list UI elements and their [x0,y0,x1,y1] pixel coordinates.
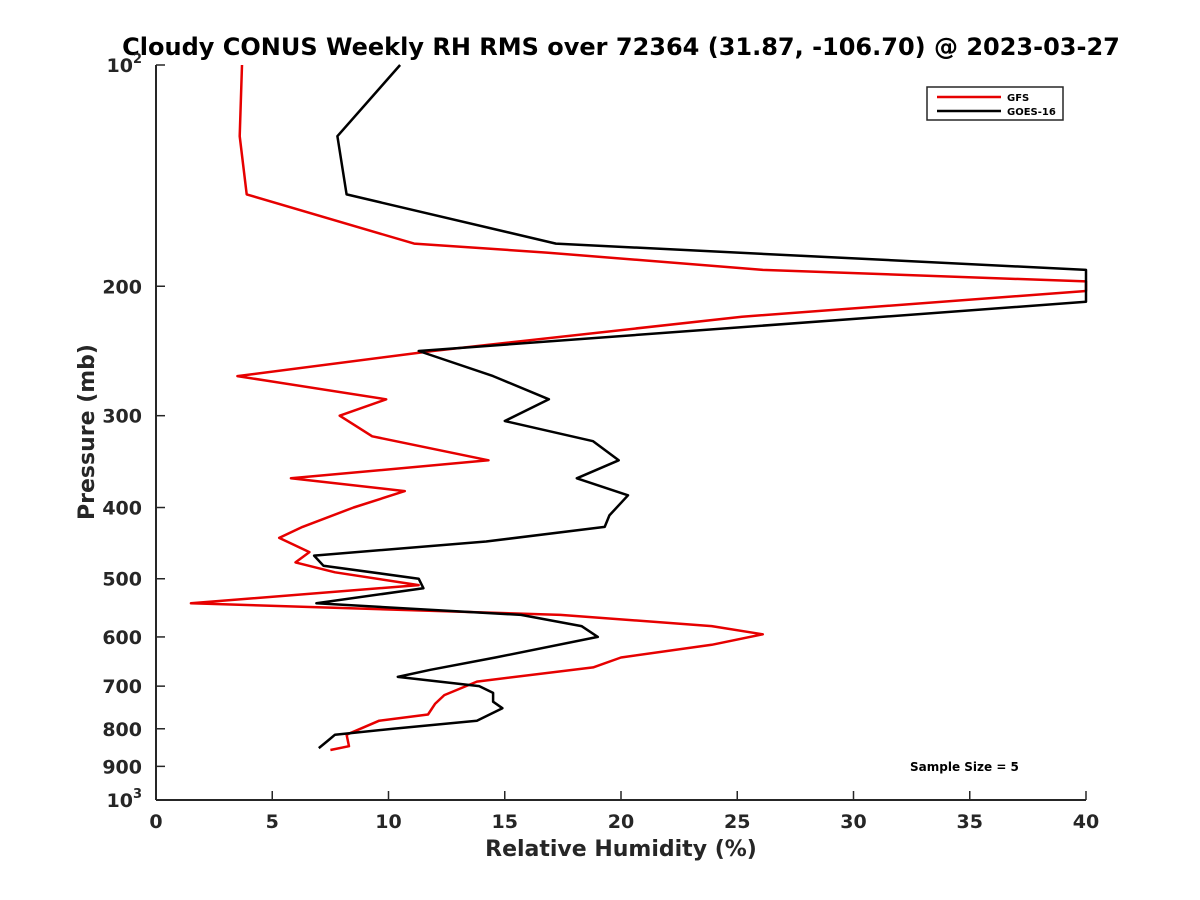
legend-label-goes16: GOES-16 [1007,107,1056,118]
y-tick-label-exponent: 2 [133,52,142,67]
y-tick-label-exponent: 3 [133,787,142,802]
x-tick-label: 5 [266,811,279,833]
series-line-goes16 [312,64,1088,750]
y-axis-label: Pressure (mb) [75,344,100,520]
axes [155,65,1086,801]
x-tick-label: 35 [957,811,983,833]
legend-box [926,86,1064,121]
x-tick-label: 25 [724,811,750,833]
chart-title: Cloudy CONUS Weekly RH RMS over 72364 (3… [122,33,1120,61]
x-ticks: 0 5 10 15 20 25 30 35 40 [149,791,1099,833]
x-tick-label: 15 [492,811,518,833]
x-tick-label: 0 [149,811,162,833]
x-tick-label: 40 [1073,811,1099,833]
x-axis-label: Relative Humidity (%) [485,837,757,862]
sample-size-annotation: Sample Size = 5 [910,760,1019,774]
x-tick-label: 10 [375,811,401,833]
y-tick-label-base: 10 [107,55,133,77]
y-tick-label: 400 [102,498,142,520]
x-tick-label: 20 [608,811,634,833]
y-tick-label: 300 [102,406,142,428]
y-tick-label: 500 [102,569,142,591]
series-layer [189,64,1088,752]
y-tick-label: 800 [102,719,142,741]
y-tick-label: 900 [102,756,142,778]
x-tick-label: 30 [840,811,866,833]
series-line-gfs [189,64,1088,752]
y-tick-label: 200 [102,276,142,298]
y-tick-label: 600 [102,627,142,649]
y-tick-label: 700 [102,676,142,698]
y-tick-label: 103 [107,787,143,812]
legend-label-gfs: GFS [1007,93,1029,104]
legend: GFS GOES-16 [926,86,1064,121]
y-tick-label-base: 10 [107,790,133,812]
y-tick-label: 102 [107,52,143,77]
